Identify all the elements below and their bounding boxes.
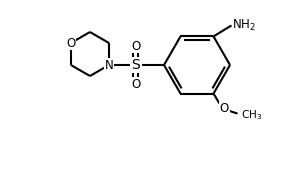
Text: CH$_3$: CH$_3$ <box>242 109 263 122</box>
Text: N: N <box>105 58 113 72</box>
Text: O: O <box>66 36 75 50</box>
Text: O: O <box>131 40 141 52</box>
Text: O: O <box>220 102 229 115</box>
Text: NH$_2$: NH$_2$ <box>233 18 256 33</box>
Text: S: S <box>132 58 140 72</box>
Text: N: N <box>105 58 113 72</box>
Text: O: O <box>131 78 141 90</box>
